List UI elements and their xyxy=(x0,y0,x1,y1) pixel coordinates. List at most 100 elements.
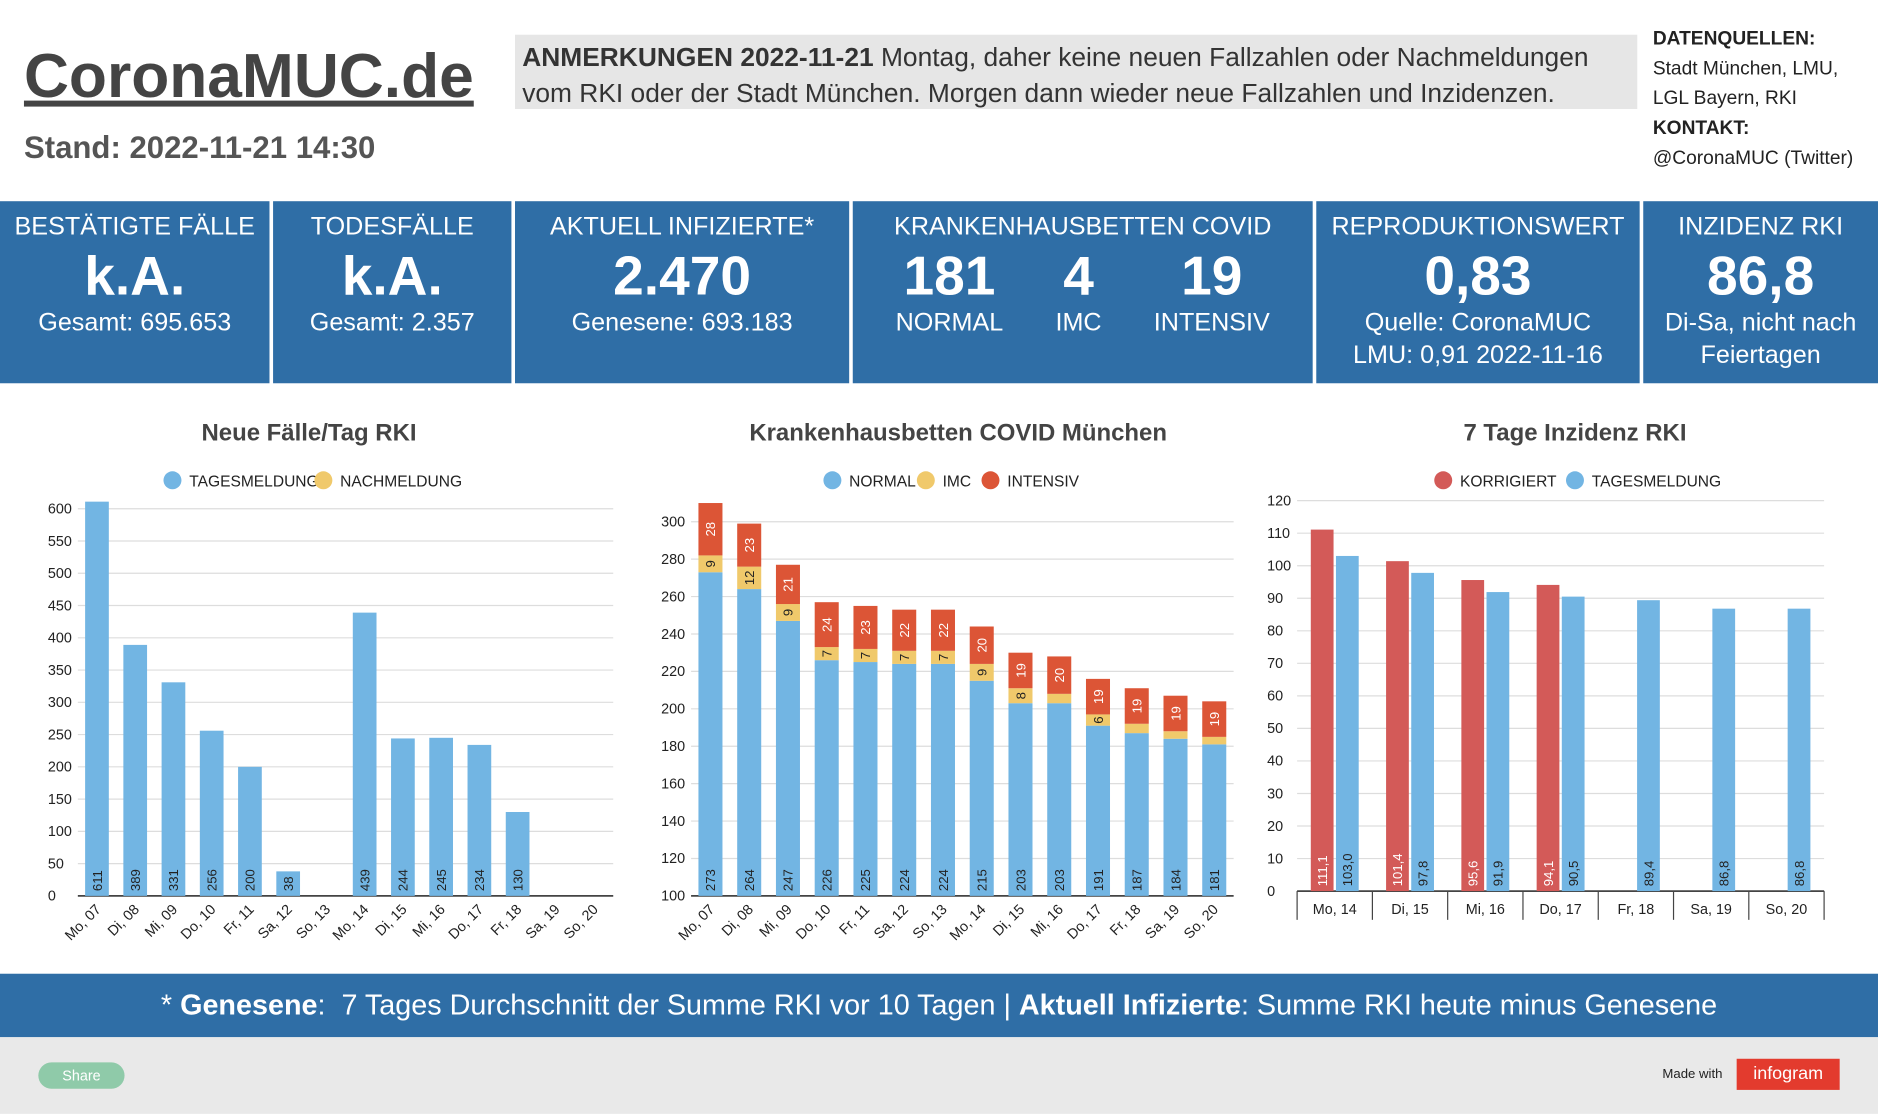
x-tick-label: Mo, 14 xyxy=(947,902,989,944)
kpi-title: INZIDENZ RKI xyxy=(1678,213,1844,241)
bar xyxy=(1202,701,1227,737)
value-label: 8 xyxy=(1013,692,1028,699)
bar xyxy=(737,589,762,896)
site-title: CoronaMUC.de xyxy=(23,41,474,112)
kpi-sub: Gesamt: 2.357 xyxy=(309,309,475,337)
legend-label: TAGESMELDUNG xyxy=(189,473,318,490)
value-label: 22 xyxy=(936,623,951,638)
value-label: 12 xyxy=(742,571,757,586)
kpi-value: 4 xyxy=(1063,244,1094,307)
x-tick-label: Do, 10 xyxy=(793,902,834,943)
legend-label: INTENSIV xyxy=(1007,473,1079,490)
x-tick-label: Di, 08 xyxy=(719,902,757,940)
bar xyxy=(1163,731,1188,739)
value-label: 245 xyxy=(434,869,449,891)
bar xyxy=(1411,572,1434,892)
value-label: 38 xyxy=(281,876,296,891)
x-tick-label: Di, 15 xyxy=(1391,902,1429,918)
value-label: 9 xyxy=(781,609,796,616)
y-tick-label: 10 xyxy=(1267,851,1283,867)
bar xyxy=(161,682,186,896)
bar xyxy=(1486,592,1510,892)
y-tick-label: 240 xyxy=(661,627,685,643)
value-label: 19 xyxy=(1013,663,1028,678)
x-tick-label: Do, 10 xyxy=(178,902,219,943)
value-label: 91,9 xyxy=(1491,861,1506,887)
y-tick-label: 550 xyxy=(48,534,72,550)
source-line: @CoronaMUC (Twitter) xyxy=(1652,148,1854,169)
bar xyxy=(775,620,800,896)
bar xyxy=(930,663,955,896)
source-line: DATENQUELLEN: xyxy=(1652,28,1816,50)
x-tick-label: So, 20 xyxy=(1766,902,1808,918)
value-label: 97,8 xyxy=(1415,861,1430,887)
x-tick-label: Mi, 09 xyxy=(142,902,181,941)
bar xyxy=(1561,596,1585,892)
bar xyxy=(775,564,800,605)
x-tick-label: Di, 15 xyxy=(990,902,1028,940)
value-label: 224 xyxy=(897,869,912,891)
notes-heading: ANMERKUNGEN 2022-11-21 xyxy=(522,41,874,72)
x-tick-label: So, 20 xyxy=(1181,902,1222,943)
y-tick-label: 30 xyxy=(1267,786,1283,802)
kpi-sub: Quelle: CoronaMUC xyxy=(1364,309,1592,337)
kpi-value: 0,83 xyxy=(1424,244,1532,307)
kpi-sub: LMU: 0,91 2022-11-16 xyxy=(1353,341,1603,369)
value-label: 191 xyxy=(1091,869,1106,891)
value-label: 273 xyxy=(703,869,718,891)
value-label: 24 xyxy=(820,617,835,632)
value-label: 90,5 xyxy=(1566,861,1581,887)
bar xyxy=(814,647,839,661)
share-button[interactable]: Share xyxy=(38,1062,125,1089)
value-label: 19 xyxy=(1091,689,1106,704)
kpi-value: k.A. xyxy=(341,244,443,307)
value-label: 611 xyxy=(90,870,105,891)
value-label: 187 xyxy=(1130,869,1145,891)
source-line: Stadt München, LMU, xyxy=(1652,58,1839,80)
kpi-item: 181 NORMAL xyxy=(896,242,1004,339)
value-label: 234 xyxy=(472,869,487,891)
y-tick-label: 50 xyxy=(48,856,64,872)
chart-title: Neue Fälle/Tag RKI xyxy=(201,420,416,447)
value-label: 86,8 xyxy=(1792,861,1807,887)
footnote-part: Genesene xyxy=(180,989,318,1022)
legend-marker xyxy=(314,471,333,490)
legend-marker xyxy=(981,471,1000,490)
bar xyxy=(892,650,917,664)
bar xyxy=(1085,714,1111,726)
bar xyxy=(1461,580,1485,892)
bar xyxy=(1536,584,1560,892)
value-label: 244 xyxy=(396,869,411,891)
y-tick-label: 120 xyxy=(1267,493,1291,509)
kpi-value: 19 xyxy=(1181,244,1243,307)
kpi-box: REPRODUKTIONSWERT 0,83 Quelle: CoronaMUC LM… xyxy=(1316,201,1640,384)
value-label: 9 xyxy=(975,669,990,676)
footnote: * Genesene: 7 Tages Durchschnitt der Sum… xyxy=(0,973,1878,1038)
y-tick-label: 90 xyxy=(1267,591,1283,607)
value-label: 7 xyxy=(820,650,835,657)
footnote-part: Aktuell Infizierte xyxy=(1018,989,1241,1022)
x-tick-label: Sa, 12 xyxy=(255,902,296,943)
value-label: 19 xyxy=(1168,706,1183,721)
kpi-box: BESTÄTIGTE FÄLLE k.A. Gesamt: 695.653 xyxy=(0,201,270,384)
value-label: 103,0 xyxy=(1340,853,1355,886)
value-label: 264 xyxy=(742,869,757,891)
brand[interactable]: infogram xyxy=(1736,1058,1840,1090)
y-tick-label: 260 xyxy=(661,589,685,605)
value-label: 184 xyxy=(1168,869,1183,891)
bar xyxy=(429,737,453,896)
kpi-label: IMC xyxy=(1055,309,1102,337)
value-label: 23 xyxy=(742,538,757,553)
x-tick-label: Mi, 09 xyxy=(757,902,796,941)
bar xyxy=(1124,733,1149,896)
kpi-label: NORMAL xyxy=(895,309,1004,337)
value-label: 6 xyxy=(1091,716,1106,723)
x-tick-label: Sa, 19 xyxy=(1690,902,1732,918)
made-with: Made with xyxy=(1662,1067,1723,1082)
y-tick-label: 120 xyxy=(661,851,685,867)
value-label: 331 xyxy=(166,869,181,891)
value-label: 101,4 xyxy=(1390,853,1405,886)
y-tick-label: 140 xyxy=(661,814,685,830)
bar xyxy=(1335,555,1359,892)
